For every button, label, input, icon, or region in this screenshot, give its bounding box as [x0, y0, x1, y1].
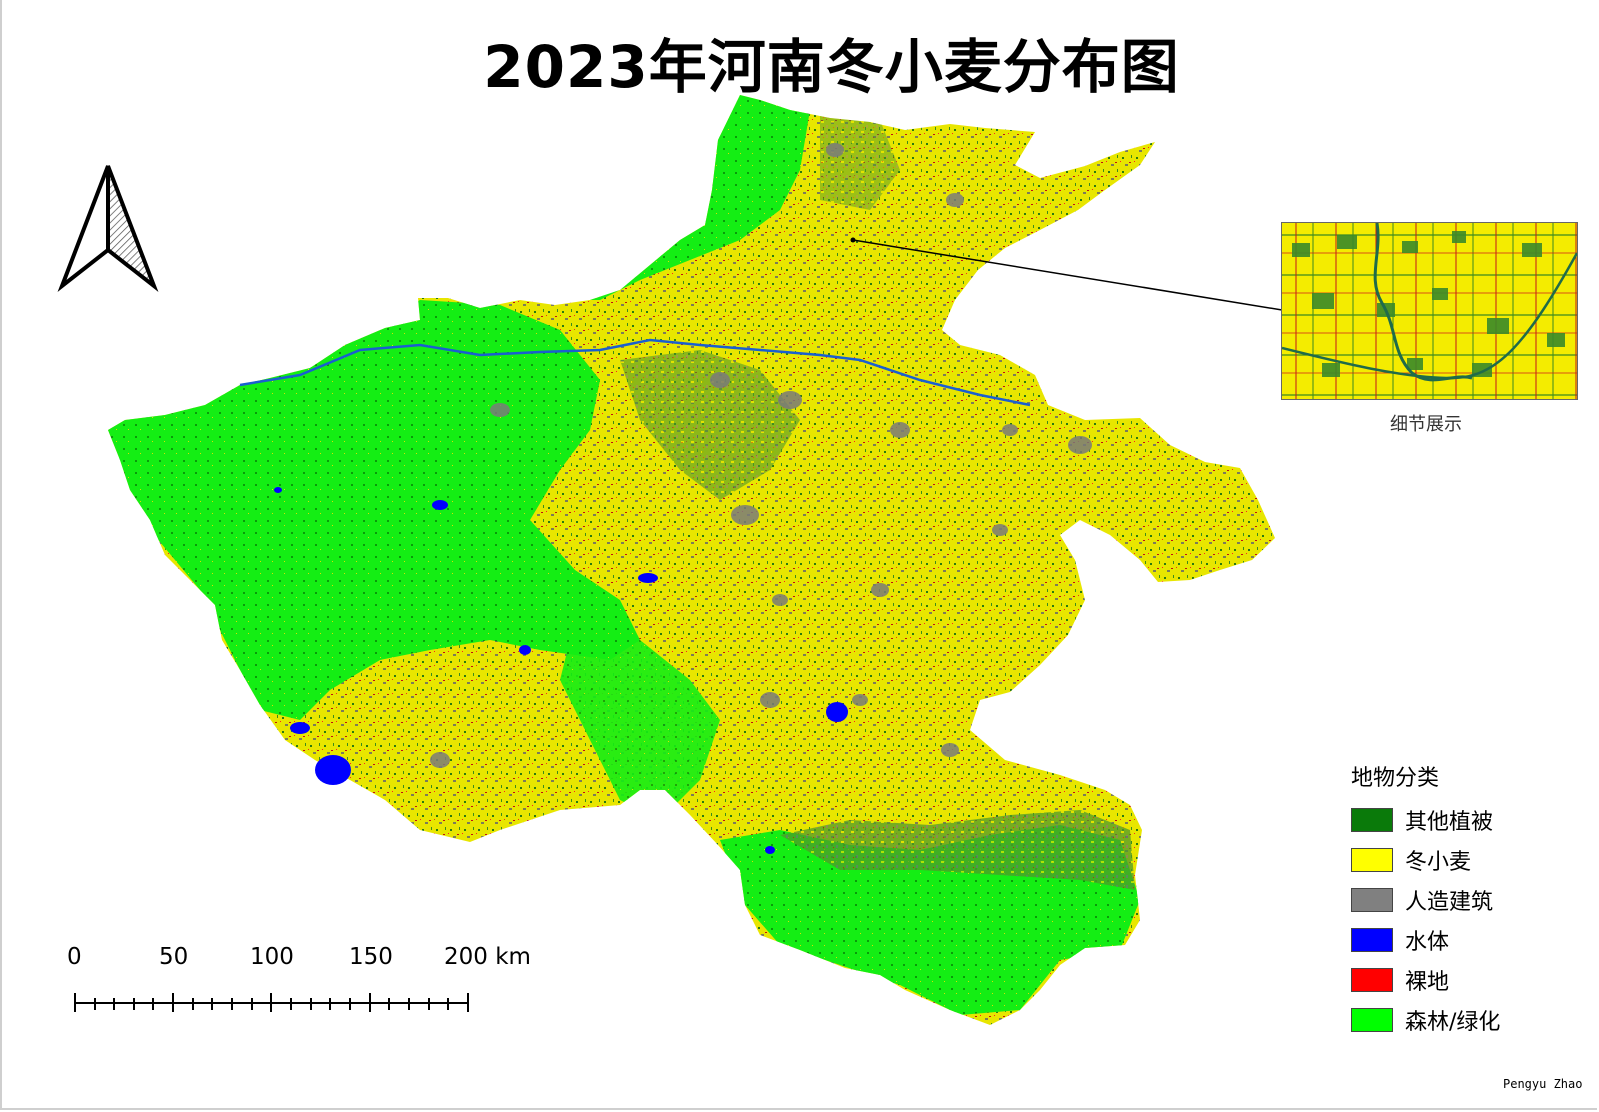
legend-label: 裸地	[1405, 970, 1450, 995]
legend-swatch	[1351, 968, 1393, 992]
scale-bar	[74, 993, 469, 1012]
inset-caption: 细节展示	[1390, 414, 1462, 435]
legend-label: 森林/绿化	[1405, 1010, 1501, 1035]
scale-bar-labels: 0 50 100 150 200 km	[0, 944, 600, 974]
map-title: 2023年河南冬小麦分布图	[483, 33, 1180, 101]
scale-tick-label: 50	[159, 944, 189, 970]
legend-item: 人造建筑	[1351, 880, 1500, 920]
water-bodies	[274, 487, 848, 854]
legend-swatch	[1351, 1008, 1393, 1032]
legend-item: 其他植被	[1351, 800, 1500, 840]
legend-item: 裸地	[1351, 960, 1500, 1000]
inset-pointer-dot	[850, 237, 856, 243]
scale-tick-label: 200 km	[444, 944, 531, 970]
legend-label: 其他植被	[1405, 810, 1494, 835]
legend-item: 森林/绿化	[1351, 1000, 1500, 1040]
legend-label: 冬小麦	[1405, 850, 1472, 875]
legend-label: 人造建筑	[1405, 890, 1494, 915]
legend-swatch	[1351, 928, 1393, 952]
legend-swatch	[1351, 848, 1393, 872]
scale-tick-label: 100	[250, 944, 294, 970]
detail-inset	[1281, 222, 1578, 400]
legend-swatch	[1351, 888, 1393, 912]
legend: 地物分类 其他植被 冬小麦 人造建筑 水体 裸地 森林/绿化	[1351, 760, 1500, 1040]
inset-pointer-line	[852, 239, 1283, 311]
province-landcover	[108, 95, 1275, 1025]
author-credit: Pengyu Zhao	[1503, 1077, 1583, 1091]
north-arrow-icon	[57, 165, 159, 293]
legend-item: 水体	[1351, 920, 1500, 960]
legend-label: 水体	[1405, 930, 1450, 955]
legend-title: 地物分类	[1351, 766, 1440, 791]
scale-tick-label: 0	[67, 944, 82, 970]
legend-swatch	[1351, 808, 1393, 832]
legend-item: 冬小麦	[1351, 840, 1500, 880]
scale-tick-label: 150	[349, 944, 393, 970]
yellow-river	[239, 338, 1031, 407]
